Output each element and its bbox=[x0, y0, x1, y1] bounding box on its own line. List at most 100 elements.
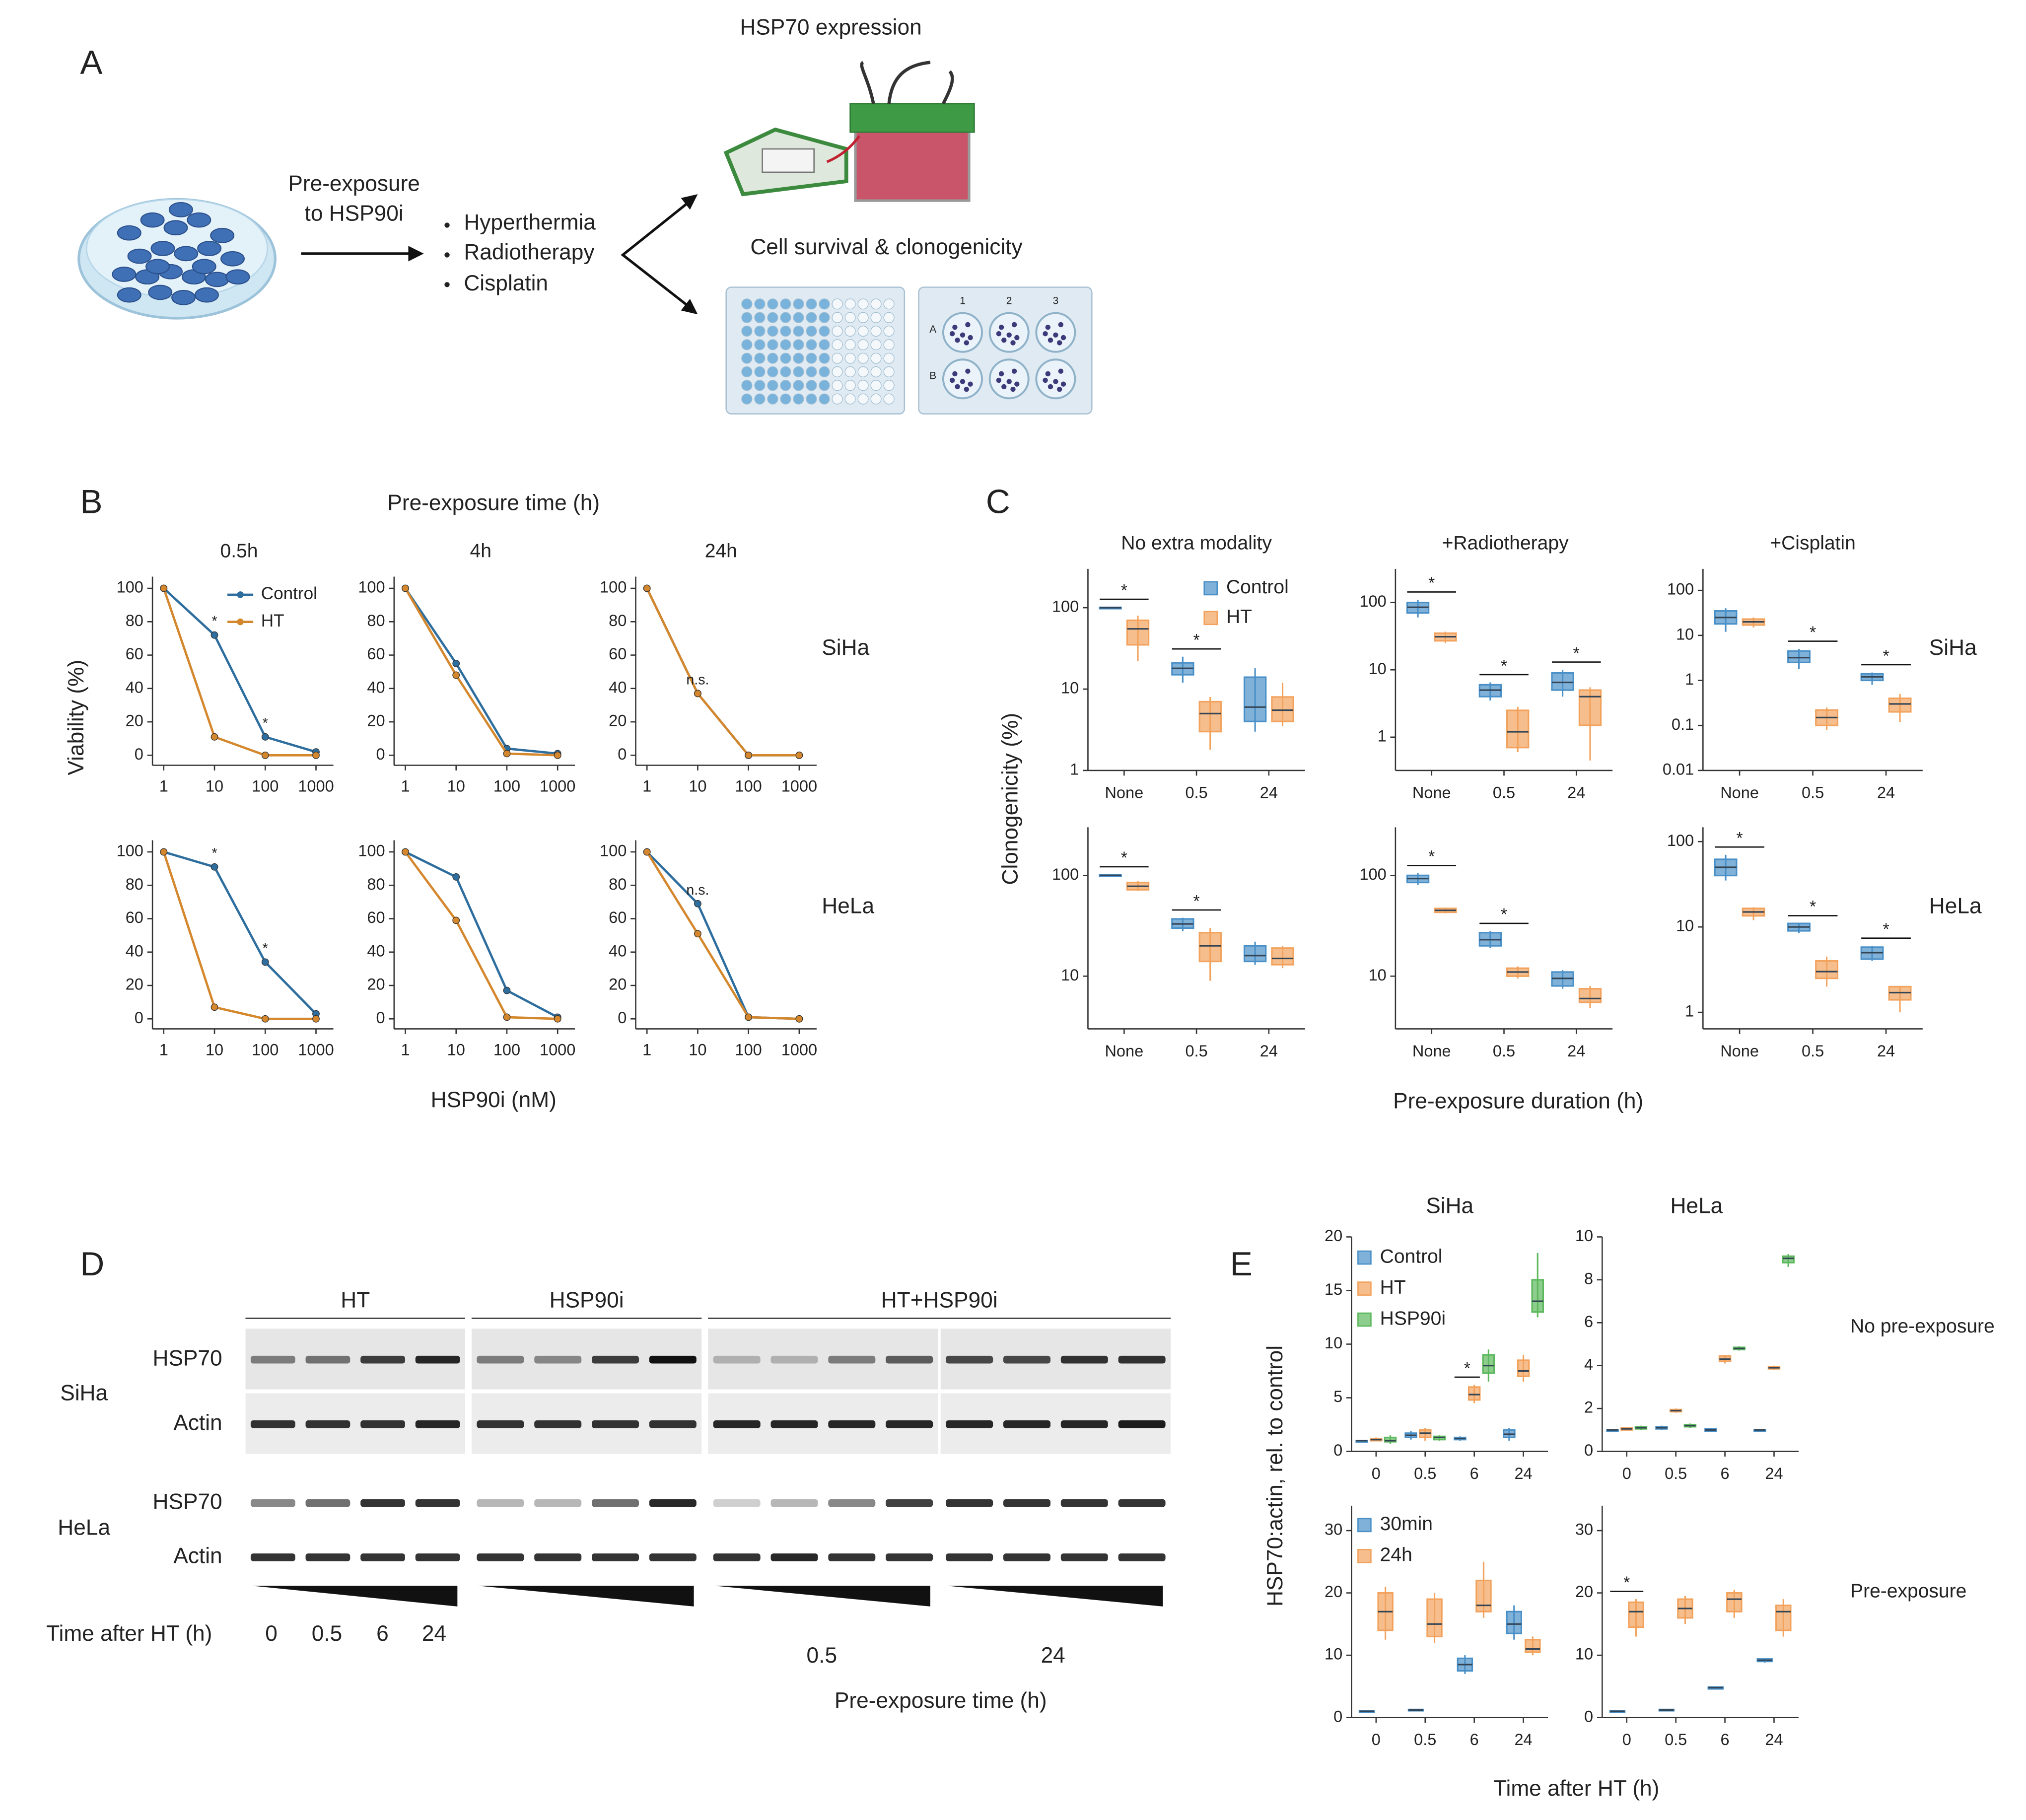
blot-band bbox=[1060, 1553, 1108, 1561]
legend-label: 24h bbox=[1380, 1544, 1412, 1566]
x-tick-label: 100 bbox=[493, 1041, 520, 1058]
point bbox=[210, 863, 218, 871]
y-tick-label: 10 bbox=[1325, 1334, 1342, 1352]
well bbox=[767, 393, 778, 405]
well bbox=[780, 339, 791, 350]
well bbox=[767, 366, 778, 378]
cell bbox=[187, 212, 211, 228]
well bbox=[883, 380, 895, 391]
y-tick-label: 20 bbox=[1325, 1227, 1342, 1245]
x-tick-label: 0.5 bbox=[1493, 783, 1515, 801]
y-tick-label: 10 bbox=[1061, 679, 1079, 697]
blot-band bbox=[886, 1355, 933, 1364]
blot-band bbox=[477, 1553, 524, 1561]
annotation: * bbox=[1428, 574, 1435, 593]
y-tick-label: 2 bbox=[1584, 1399, 1593, 1416]
y-tick-label: 30 bbox=[1575, 1521, 1593, 1539]
x-tick-label: 6 bbox=[1721, 1465, 1730, 1482]
x-axis-label: Time after HT (h) bbox=[1493, 1776, 1659, 1801]
cell bbox=[197, 241, 222, 256]
well bbox=[883, 366, 895, 378]
y-tick-label: 40 bbox=[609, 678, 627, 696]
y-tick-label: 80 bbox=[609, 875, 627, 893]
cell bbox=[117, 225, 141, 241]
y-tick-label: 100 bbox=[117, 578, 143, 596]
band-label: HSP70 bbox=[153, 1346, 222, 1370]
well bbox=[857, 366, 869, 378]
y-tick-label: 10 bbox=[1061, 966, 1079, 984]
annotation: * bbox=[1464, 1359, 1470, 1378]
y-tick-label: 0.01 bbox=[1663, 761, 1694, 778]
well bbox=[870, 325, 882, 337]
point bbox=[795, 1015, 803, 1023]
legend-label: HT bbox=[1380, 1277, 1406, 1298]
blot-band bbox=[592, 1499, 639, 1507]
cell bbox=[174, 246, 199, 262]
blot-band bbox=[713, 1355, 761, 1364]
annotation: * bbox=[1121, 581, 1127, 600]
colony bbox=[1043, 377, 1048, 383]
well bbox=[780, 325, 791, 337]
well bbox=[767, 325, 778, 337]
pre-exposure-label: Pre-exposure time (h) bbox=[835, 1688, 1047, 1713]
y-tick-label: 80 bbox=[126, 612, 143, 630]
colony bbox=[1056, 340, 1062, 346]
well bbox=[741, 312, 753, 323]
colony bbox=[1006, 332, 1012, 338]
well bbox=[870, 366, 882, 378]
blot-band bbox=[828, 1499, 876, 1507]
cell bbox=[150, 241, 175, 256]
x-tick-label: 24 bbox=[1514, 1731, 1532, 1749]
blot-band bbox=[649, 1355, 697, 1364]
blot-band bbox=[828, 1553, 876, 1561]
blot-band bbox=[713, 1420, 761, 1428]
cell bbox=[205, 272, 229, 287]
blot-band bbox=[713, 1553, 761, 1561]
x-tick-label: 10 bbox=[447, 777, 465, 795]
point bbox=[261, 733, 269, 741]
x-tick-label: None bbox=[1720, 1042, 1759, 1060]
label: HSP70 expression bbox=[740, 15, 921, 40]
blot-band bbox=[1060, 1499, 1108, 1507]
annotation: * bbox=[1573, 644, 1580, 663]
time-label: 0.5 bbox=[312, 1621, 343, 1646]
series-line bbox=[404, 587, 558, 755]
series-line bbox=[163, 850, 317, 1015]
well bbox=[780, 366, 791, 378]
colony bbox=[960, 332, 966, 338]
series-line bbox=[404, 587, 558, 757]
colony bbox=[952, 371, 958, 377]
blot-band bbox=[415, 1553, 460, 1561]
y-tick-label: 100 bbox=[1359, 592, 1386, 610]
well bbox=[780, 380, 791, 391]
y-tick-label: 0.1 bbox=[1672, 715, 1694, 733]
y-tick-label: 8 bbox=[1584, 1269, 1593, 1287]
x-tick-label: 1 bbox=[642, 1041, 651, 1058]
legend-label: Control bbox=[1380, 1246, 1443, 1267]
y-tick-label: 100 bbox=[600, 842, 627, 860]
well bbox=[741, 339, 753, 350]
point bbox=[452, 659, 460, 667]
blot-band bbox=[1118, 1355, 1166, 1364]
well bbox=[793, 393, 804, 405]
well bbox=[767, 380, 778, 391]
arrow-head bbox=[408, 246, 424, 262]
point bbox=[694, 690, 701, 698]
box bbox=[1198, 932, 1222, 963]
legend-marker bbox=[1357, 1312, 1372, 1327]
y-tick-label: 20 bbox=[1575, 1583, 1593, 1601]
blot-band bbox=[534, 1420, 582, 1428]
well bbox=[767, 352, 778, 364]
well bbox=[793, 352, 804, 364]
colony bbox=[1058, 322, 1064, 328]
annotation: * bbox=[263, 715, 268, 731]
box bbox=[1578, 689, 1602, 726]
x-tick-label: 0.5 bbox=[1665, 1465, 1687, 1482]
x-tick-label: 24 bbox=[1260, 1042, 1278, 1060]
x-tick-label: 1 bbox=[159, 1041, 168, 1058]
x-tick-label: 24 bbox=[1567, 1042, 1585, 1060]
y-tick-label: 80 bbox=[367, 612, 385, 630]
well bbox=[857, 380, 869, 391]
cable bbox=[826, 135, 860, 163]
